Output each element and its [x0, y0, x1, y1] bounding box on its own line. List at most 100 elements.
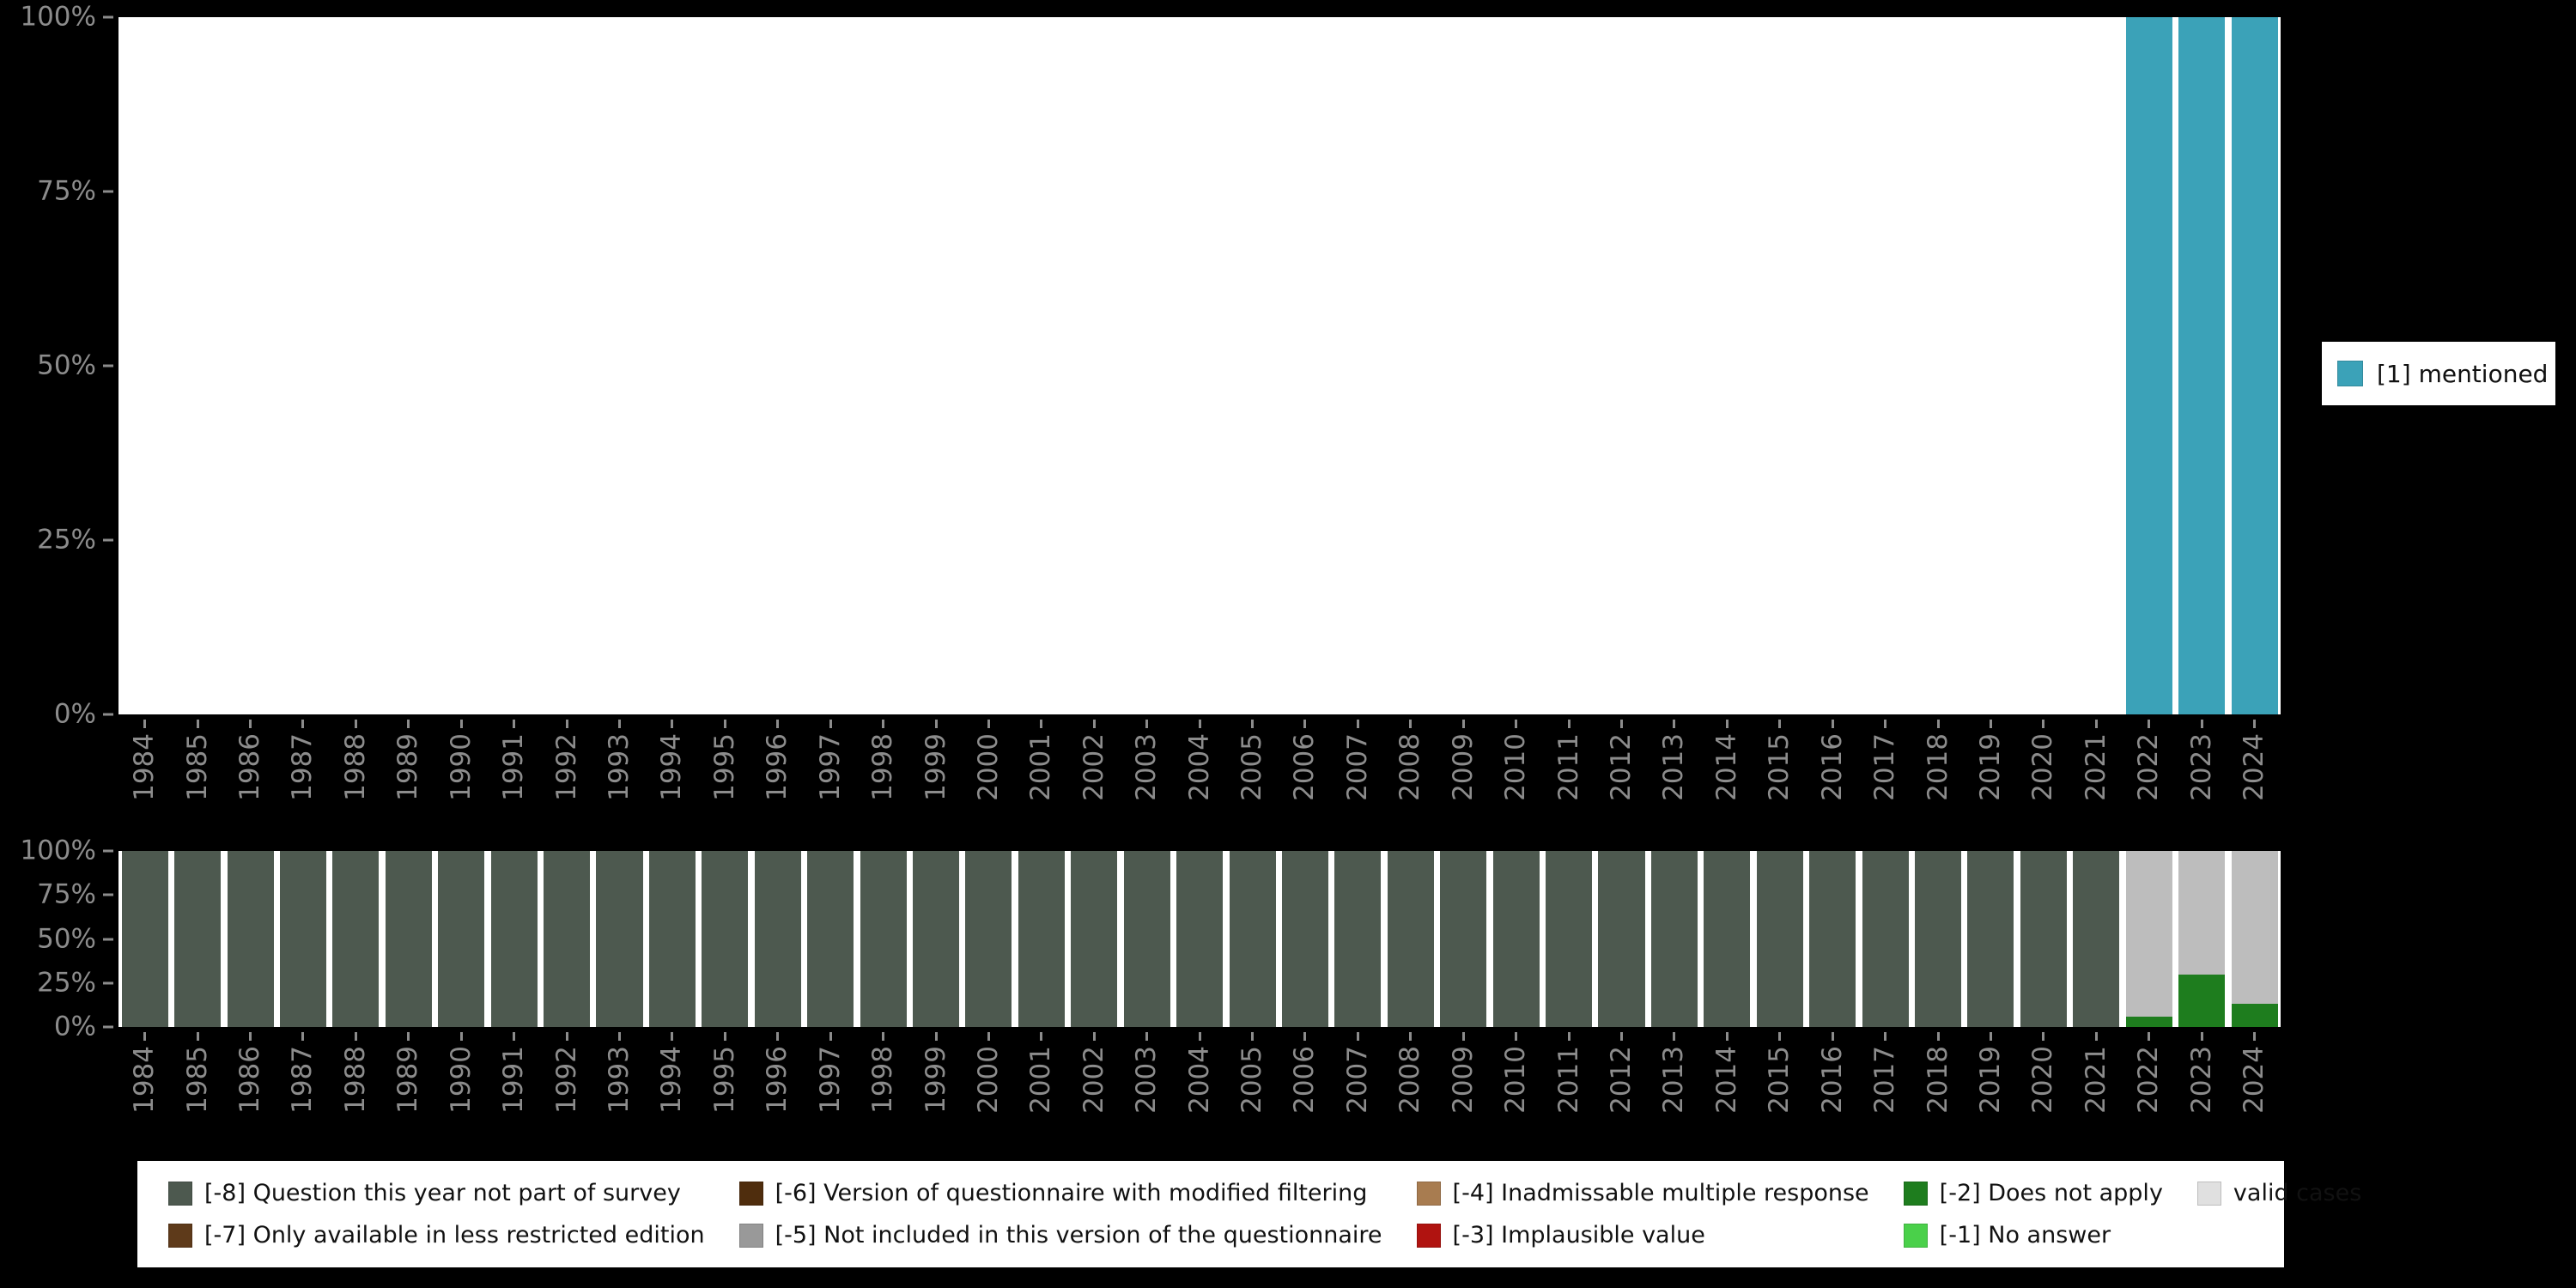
x-tick-label: 2001: [1025, 733, 1057, 801]
x-tick-label: 2014: [1710, 1046, 1742, 1114]
x-tick-label: 1997: [814, 1046, 846, 1114]
bar-1999: [909, 17, 962, 714]
x-tick-mark: [459, 720, 463, 728]
x-tick-label: 1999: [920, 733, 951, 801]
x-tick-label: 2002: [1078, 733, 1109, 801]
x-tick-2013: 2013: [1648, 720, 1700, 848]
x-tick-label: 2024: [2239, 733, 2270, 801]
x-tick-2016: 2016: [1807, 1032, 1859, 1161]
x-tick-1998: 1998: [857, 1032, 909, 1161]
x-tick-label: 2000: [972, 733, 1004, 801]
x-tick-2000: 2000: [963, 720, 1015, 848]
bar-1985: [171, 17, 223, 714]
x-tick-mark: [1673, 720, 1676, 728]
bar-1996: [751, 17, 804, 714]
x-tick-1984: 1984: [118, 720, 171, 848]
y-tick-mark: [103, 893, 113, 896]
x-tick-mark: [513, 720, 516, 728]
x-tick-mark: [1778, 720, 1782, 728]
bar-stack: [1388, 17, 1434, 714]
bar-segment: [1915, 851, 1962, 1027]
x-tick-label: 1987: [287, 733, 319, 801]
x-tick-label: 2004: [1183, 733, 1215, 801]
legend-item-label: [-4] Inadmissable multiple response: [1452, 1180, 1869, 1206]
x-tick-mark: [1936, 1032, 1940, 1041]
bar-1986: [224, 851, 276, 1027]
top-x-axis: 1984 1985 1986 1987 1988 1989 1990 1991 1992 1993…: [118, 720, 2281, 848]
bar-stack: [1018, 851, 1065, 1027]
x-tick-mark: [671, 1032, 674, 1041]
bar-segment: [2231, 1004, 2278, 1027]
bar-stack: [1809, 17, 1856, 714]
bar-1997: [804, 17, 856, 714]
bar-segment: [965, 851, 1012, 1027]
x-tick-1999: 1999: [909, 1032, 962, 1161]
y-tick-mark: [103, 538, 113, 542]
x-tick-label: 2010: [1500, 1046, 1532, 1114]
x-tick-mark: [2200, 720, 2203, 728]
bar-stack: [1598, 17, 1644, 714]
legend-item-label: [-5] Not included in this version of the…: [775, 1222, 1382, 1249]
legend-swatch: [1416, 1223, 1441, 1248]
x-tick-2020: 2020: [2017, 720, 2069, 848]
bottom-chart-bars: [118, 851, 2281, 1027]
x-tick-mark: [1145, 1032, 1149, 1041]
x-tick-1998: 1998: [857, 720, 909, 848]
legend-item-label: [-1] No answer: [1939, 1222, 2111, 1249]
bottom-x-axis: 1984 1985 1986 1987 1988 1989 1990 1991 1992 1993…: [118, 1032, 2281, 1161]
bar-stack: [1651, 17, 1698, 714]
bar-stack: [174, 851, 222, 1027]
bar-1988: [330, 851, 382, 1027]
bar-stack: [2231, 851, 2278, 1027]
bar-stack: [2125, 17, 2172, 714]
bar-stack: [2020, 17, 2067, 714]
bar-stack: [965, 17, 1012, 714]
bar-stack: [386, 17, 432, 714]
x-tick-mark: [1145, 720, 1149, 728]
bar-2011: [1542, 17, 1595, 714]
bar-stack: [2178, 17, 2226, 714]
bar-1992: [540, 851, 592, 1027]
x-tick-label: 2020: [2027, 733, 2059, 801]
legend-swatch: [168, 1181, 192, 1206]
x-tick-label: 2007: [1341, 1046, 1373, 1114]
bar-segment: [1176, 851, 1224, 1027]
legend-swatch: [1903, 1181, 1928, 1206]
x-tick-2024: 2024: [2228, 1032, 2281, 1161]
x-tick-mark: [2094, 1032, 2098, 1041]
bar-segment: [332, 851, 380, 1027]
x-tick-mark: [196, 1032, 199, 1041]
x-tick-label: 1996: [762, 1046, 793, 1114]
x-tick-mark: [1725, 720, 1728, 728]
x-tick-mark: [776, 720, 780, 728]
x-tick-1995: 1995: [699, 1032, 751, 1161]
y-tick-label: 25%: [0, 526, 113, 554]
bar-stack: [121, 851, 168, 1027]
bar-stack: [2125, 851, 2172, 1027]
bar-2019: [1965, 851, 2017, 1027]
bar-segment: [121, 851, 168, 1027]
legend-item: [-6] Version of questionnaire with modif…: [738, 1180, 1382, 1206]
bar-1993: [593, 851, 646, 1027]
x-tick-2004: 2004: [1173, 1032, 1225, 1161]
bar-segment: [1071, 851, 1118, 1027]
bar-stack: [490, 851, 538, 1027]
y-tick-label: 0%: [0, 1013, 113, 1041]
x-tick-1985: 1985: [171, 720, 223, 848]
x-tick-mark: [196, 720, 199, 728]
bar-stack: [702, 17, 748, 714]
x-tick-mark: [1936, 720, 1940, 728]
bar-1989: [382, 851, 434, 1027]
bar-1991: [488, 851, 540, 1027]
bar-2022: [2123, 851, 2175, 1027]
bar-segment: [1704, 851, 1751, 1027]
x-tick-2015: 2015: [1753, 720, 1806, 848]
bar-stack: [227, 851, 274, 1027]
x-tick-label: 2018: [1922, 1046, 1953, 1114]
x-tick-1992: 1992: [540, 720, 592, 848]
x-tick-label: 1984: [129, 1046, 161, 1114]
x-tick-label: 2006: [1289, 1046, 1321, 1114]
x-tick-mark: [1515, 1032, 1518, 1041]
x-tick-mark: [407, 1032, 410, 1041]
bar-1984: [118, 17, 171, 714]
